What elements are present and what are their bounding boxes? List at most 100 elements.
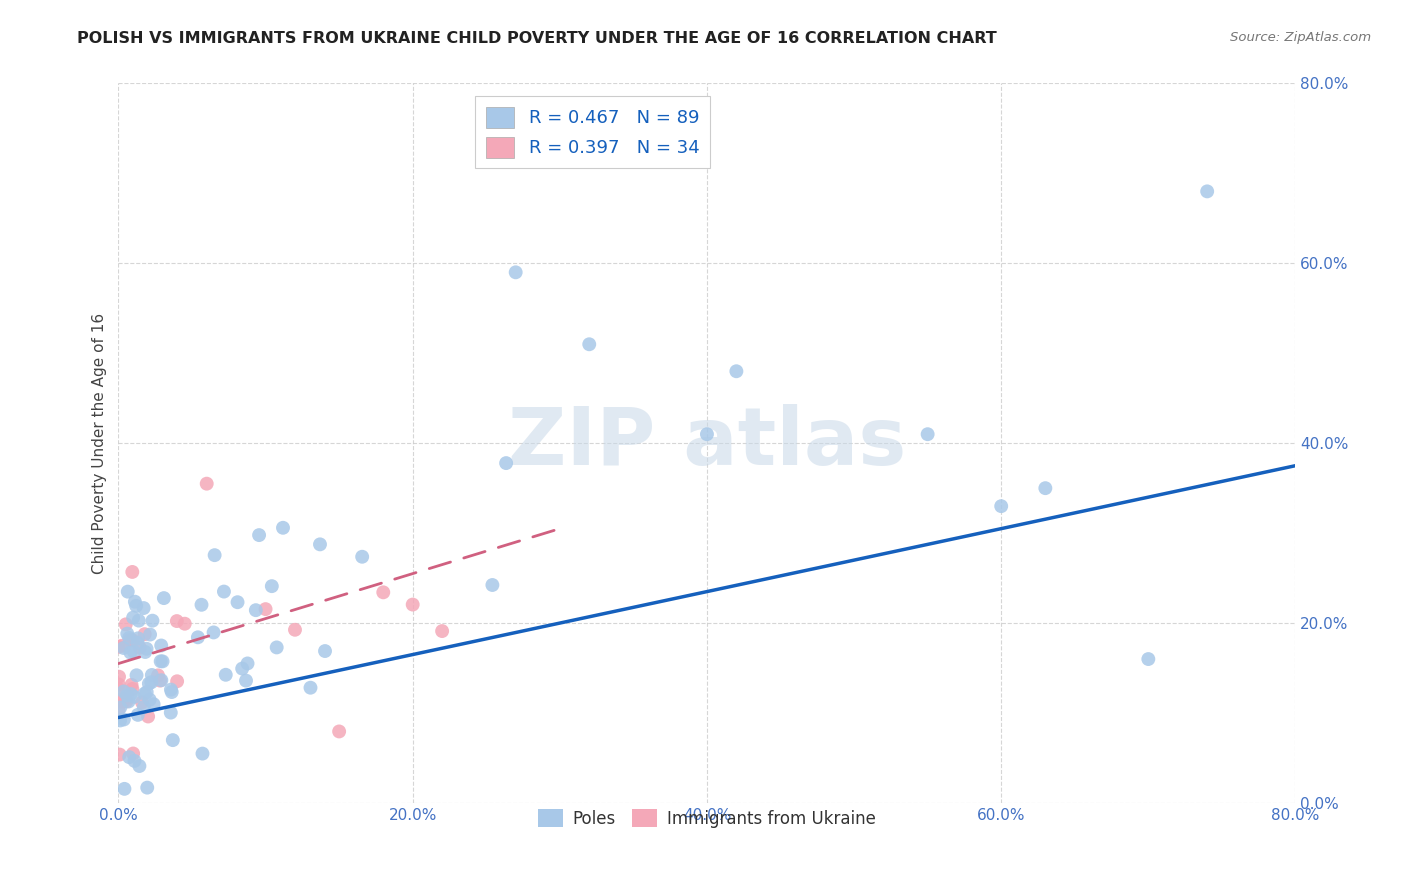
Point [138,676,160,690]
Point [134,687,156,701]
Point [190,598,212,612]
Point [309,537,332,551]
Y-axis label: Child Poverty Under the Age of 16: Child Poverty Under the Age of 16 [93,312,107,574]
Text: ZIP atlas: ZIP atlas [508,404,905,483]
Point [121,565,143,579]
Point [118,750,141,764]
Point [121,681,143,696]
Point [195,476,218,491]
Point [136,709,159,723]
Point [402,598,425,612]
Point [505,265,527,279]
Point [124,595,146,609]
Point [1137,652,1160,666]
Point [226,595,249,609]
Point [107,677,129,691]
Point [153,591,176,606]
Point [578,337,600,351]
Point [373,585,395,599]
Point [114,692,136,706]
Point [132,700,155,714]
Point [314,644,336,658]
Point [212,584,235,599]
Point [117,694,139,708]
Point [107,640,129,654]
Point [122,644,145,658]
Point [1197,185,1219,199]
Point [120,632,142,647]
Point [114,781,136,796]
Point [135,641,157,656]
Point [124,754,146,768]
Point [112,713,135,727]
Point [990,499,1012,513]
Point [152,654,174,668]
Point [121,633,143,648]
Point [114,617,136,632]
Point [284,623,307,637]
Point [245,603,267,617]
Point [108,670,131,684]
Point [128,640,150,655]
Point [122,747,145,761]
Text: Source: ZipAtlas.com: Source: ZipAtlas.com [1230,31,1371,45]
Point [132,601,155,615]
Point [328,724,350,739]
Point [117,584,139,599]
Point [138,692,160,706]
Point [725,364,748,378]
Point [173,616,195,631]
Point [127,632,149,646]
Point [112,640,135,655]
Point [191,747,214,761]
Point [352,549,374,564]
Point [135,685,157,699]
Point [141,614,163,628]
Point [110,639,132,653]
Point [202,625,225,640]
Point [141,675,163,690]
Point [917,427,939,442]
Point [108,682,131,697]
Point [146,668,169,682]
Point [162,733,184,747]
Point [236,657,259,671]
Point [141,668,163,682]
Point [159,706,181,720]
Point [160,682,183,697]
Point [111,695,134,709]
Point [231,662,253,676]
Point [127,707,149,722]
Point [115,694,138,708]
Point [120,646,142,660]
Point [266,640,288,655]
Point [299,681,322,695]
Point [121,678,143,692]
Point [495,456,517,470]
Point [271,521,294,535]
Point [107,702,129,716]
Point [120,687,142,701]
Point [247,528,270,542]
Point [125,668,148,682]
Point [127,636,149,650]
Point [430,624,453,638]
Point [150,639,173,653]
Point [108,714,131,728]
Point [150,673,173,688]
Point [118,631,141,645]
Point [139,627,162,641]
Legend: Poles, Immigrants from Ukraine: Poles, Immigrants from Ukraine [531,802,883,834]
Point [481,578,503,592]
Point [108,747,131,762]
Point [134,627,156,641]
Point [131,695,153,709]
Point [117,626,139,640]
Point [111,694,134,708]
Point [254,602,277,616]
Point [260,579,283,593]
Point [134,645,156,659]
Point [187,630,209,644]
Point [160,685,183,699]
Point [115,689,138,703]
